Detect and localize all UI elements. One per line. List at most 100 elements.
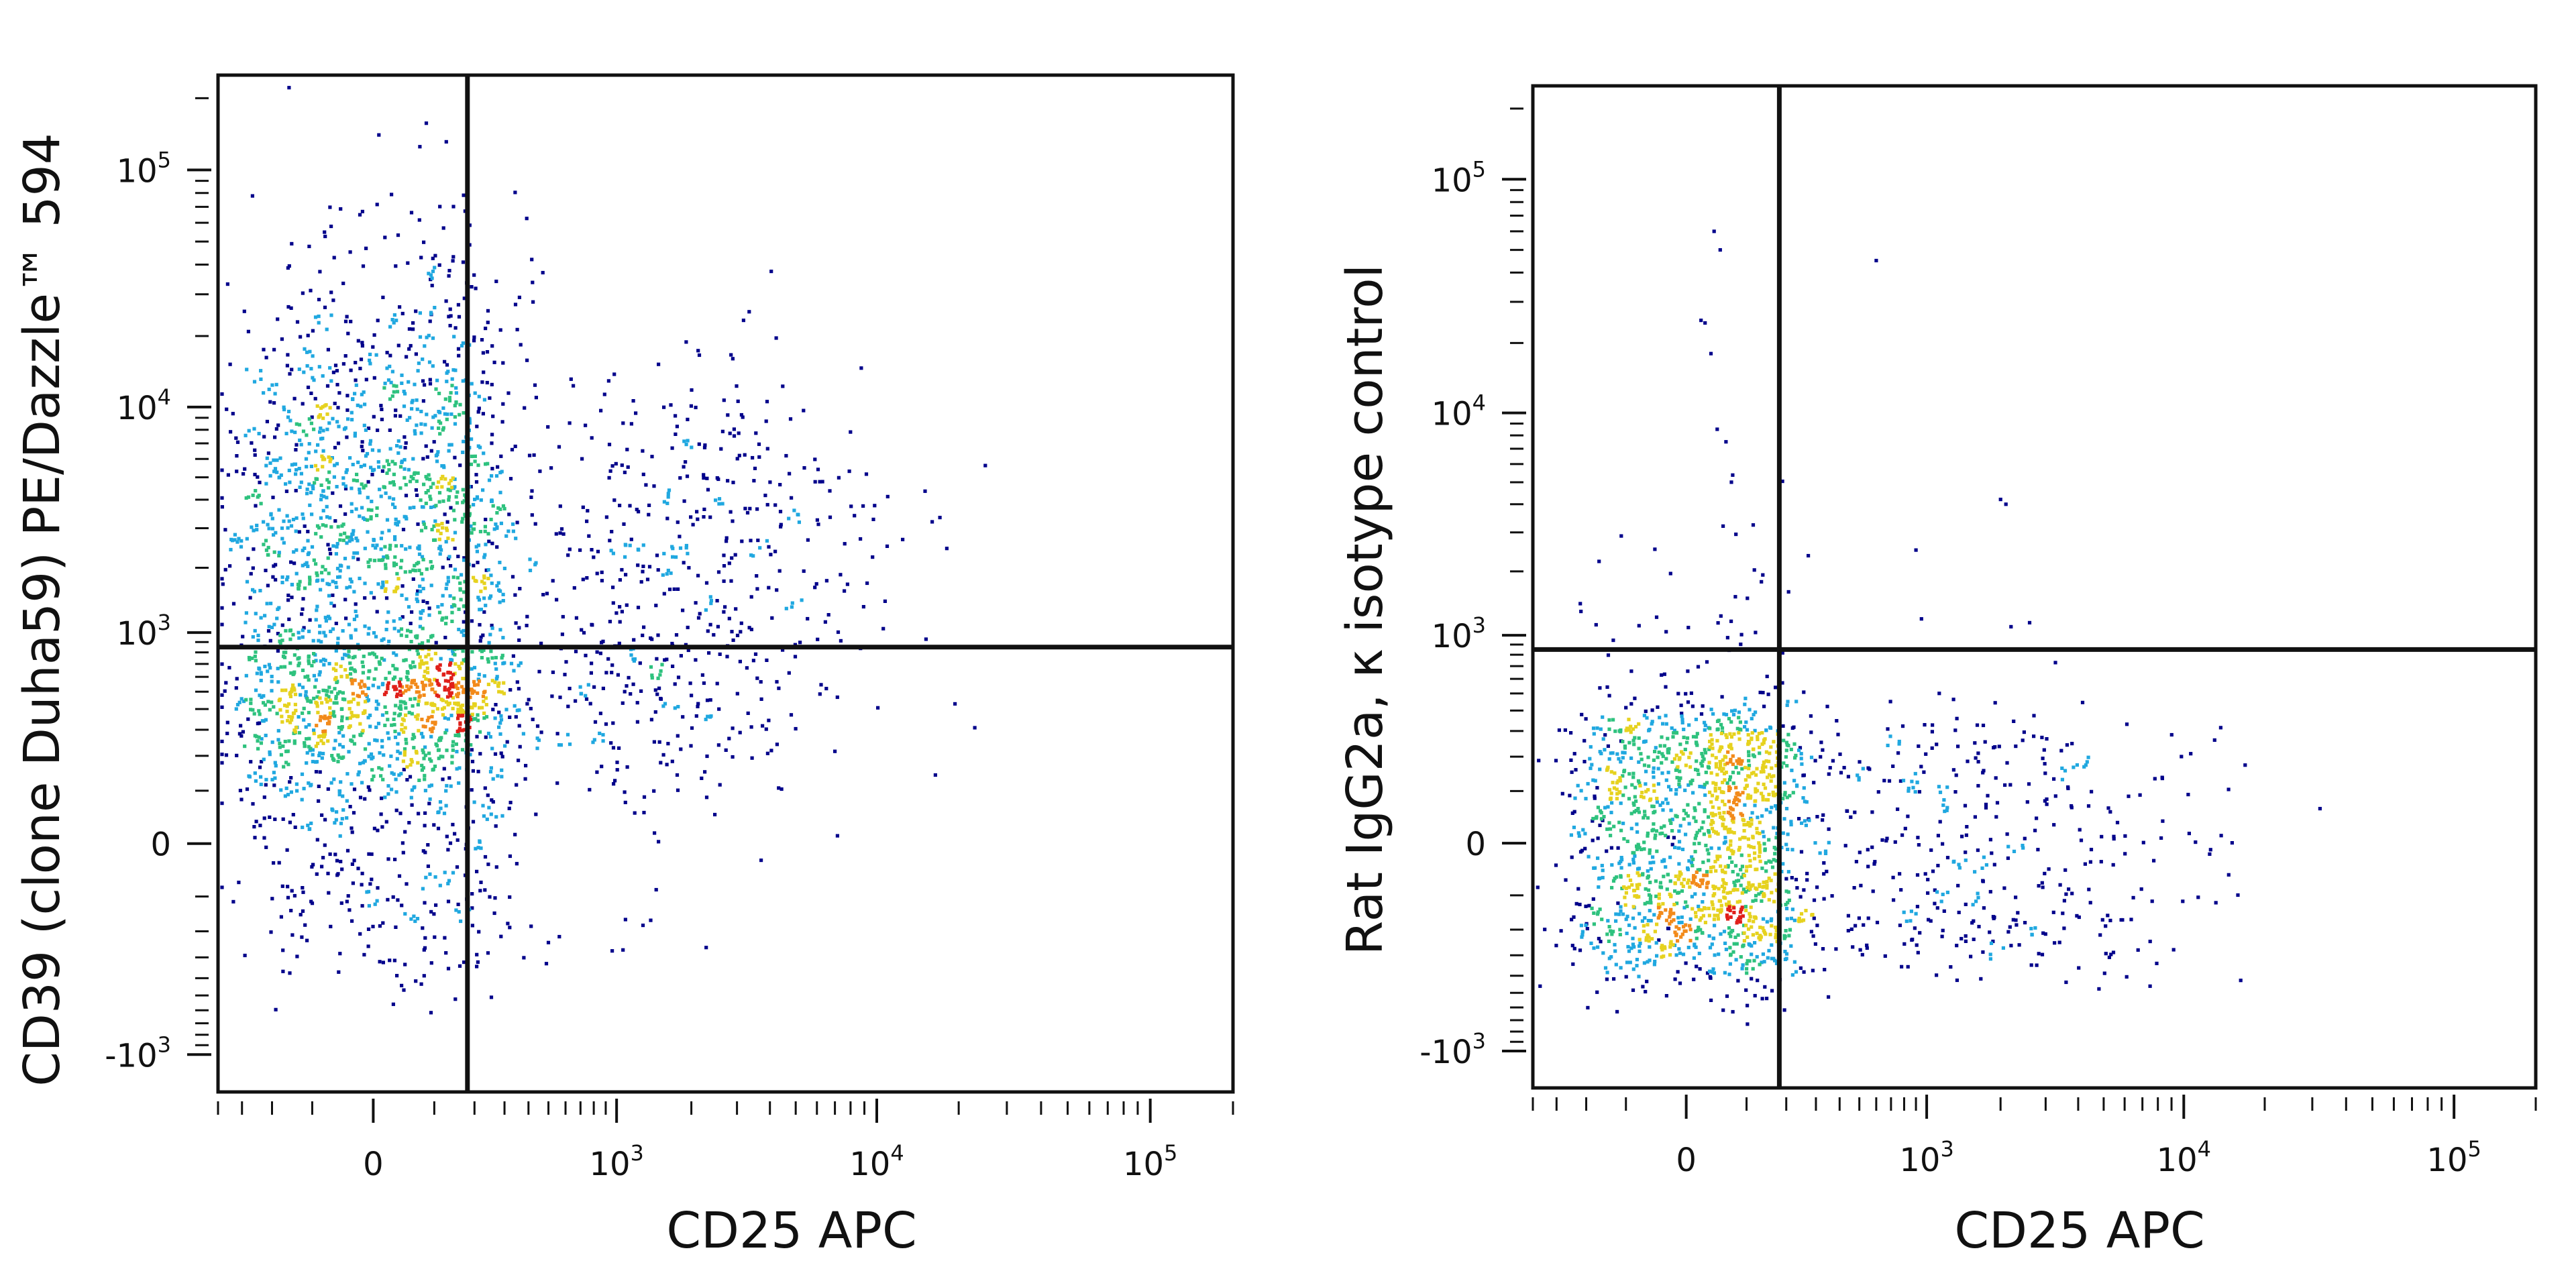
event-dot — [1619, 874, 1623, 878]
event-dot — [334, 668, 338, 673]
event-dot — [437, 683, 441, 687]
event-dot — [395, 757, 399, 761]
event-dot — [534, 812, 538, 816]
event-dot — [355, 479, 360, 483]
event-dot — [1621, 774, 1625, 778]
event-dot — [1887, 779, 1892, 783]
event-dot — [243, 953, 247, 958]
event-dot — [315, 604, 319, 608]
event-dot — [225, 731, 229, 736]
event-dot — [451, 822, 455, 826]
event-dot — [372, 826, 376, 830]
event-dot — [336, 406, 340, 410]
event-dot — [321, 578, 325, 582]
event-dot — [456, 716, 460, 720]
event-dot — [404, 483, 408, 487]
event-dot — [1743, 725, 1747, 729]
event-dot — [1682, 817, 1686, 821]
event-dot — [414, 749, 419, 754]
event-dot — [1610, 801, 1614, 805]
event-dot — [1654, 615, 1659, 619]
event-dot — [430, 426, 434, 430]
event-dot — [1686, 814, 1690, 818]
event-dot — [1617, 757, 1621, 761]
event-dot — [1906, 965, 1910, 969]
event-dot — [430, 284, 434, 288]
event-dot — [708, 622, 712, 626]
event-dot — [1768, 751, 1772, 755]
x-tick-exponent: 4 — [890, 1140, 904, 1166]
event-dot — [1655, 849, 1659, 853]
event-dot — [480, 580, 484, 584]
event-dot — [455, 693, 459, 697]
event-dot — [1653, 959, 1657, 964]
event-dot — [1794, 970, 1799, 974]
event-dot — [755, 587, 759, 591]
event-dot — [437, 694, 441, 698]
event-dot — [806, 616, 810, 621]
event-dot — [1591, 897, 1595, 901]
event-dot — [268, 708, 272, 712]
event-dot — [441, 226, 445, 230]
event-dot — [313, 315, 318, 319]
event-dot — [453, 518, 457, 522]
event-dot — [461, 500, 465, 504]
event-dot — [690, 726, 694, 730]
event-dot — [1601, 869, 1605, 873]
event-dot — [424, 677, 428, 681]
event-dot — [1740, 767, 1744, 771]
event-dot — [259, 616, 263, 620]
event-dot — [2082, 765, 2086, 769]
event-dot — [1955, 716, 1959, 720]
event-dot — [513, 704, 517, 708]
event-dot — [1642, 714, 1646, 718]
event-dot — [500, 814, 504, 818]
event-dot — [1711, 967, 1715, 971]
event-dot — [437, 748, 441, 752]
event-dot — [2070, 742, 2074, 746]
event-dot — [304, 694, 308, 698]
event-dot — [1725, 636, 1729, 640]
event-dot — [225, 282, 229, 286]
event-dot — [1601, 715, 1605, 719]
event-dot — [1664, 778, 1668, 782]
event-dot — [1903, 826, 1907, 830]
event-dot — [301, 886, 305, 890]
event-dot — [1727, 716, 1731, 721]
event-dot — [332, 701, 336, 705]
event-dot — [1785, 703, 1789, 708]
event-dot — [508, 926, 512, 930]
event-dot — [447, 268, 451, 273]
event-dot — [370, 877, 374, 881]
event-dot — [362, 423, 366, 427]
event-dot — [698, 612, 702, 616]
event-dot — [386, 686, 390, 691]
event-dot — [327, 695, 331, 699]
event-dot — [358, 576, 362, 580]
event-dot — [407, 380, 411, 384]
event-dot — [375, 513, 379, 518]
event-dot — [1803, 819, 1807, 823]
event-dot — [472, 502, 476, 507]
event-dot — [682, 561, 686, 565]
event-dot — [308, 349, 312, 353]
event-dot — [462, 439, 466, 443]
event-dot — [479, 608, 483, 612]
event-dot — [307, 629, 311, 633]
event-dot — [574, 616, 578, 620]
event-dot — [1644, 739, 1648, 743]
event-dot — [368, 713, 372, 718]
event-dot — [1601, 737, 1605, 741]
event-dot — [296, 657, 300, 661]
event-dot — [635, 720, 639, 724]
event-dot — [294, 443, 299, 447]
event-dot — [751, 455, 755, 460]
event-dot — [483, 586, 487, 590]
event-dot — [286, 353, 290, 357]
event-dot — [1621, 756, 1625, 760]
event-dot — [404, 515, 408, 519]
event-dot — [1743, 778, 1748, 782]
event-dot — [418, 694, 422, 698]
event-dot — [534, 396, 538, 400]
event-dot — [228, 564, 232, 568]
